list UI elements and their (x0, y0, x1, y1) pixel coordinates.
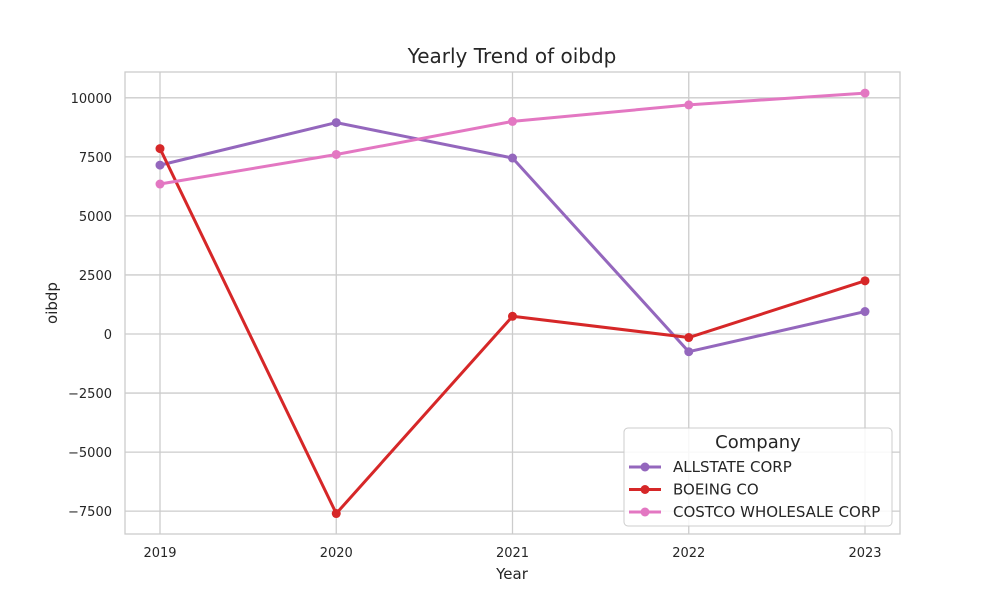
chart-title: Yearly Trend of oibdp (407, 44, 617, 68)
data-point (860, 307, 870, 317)
legend-item: BOEING CO (629, 481, 759, 499)
y-tick-label: −7500 (68, 505, 112, 520)
x-tick-label: 2019 (143, 546, 176, 561)
data-point (331, 118, 341, 128)
legend: Company ALLSTATE CORP BOEING CO COSTCO WHO… (623, 427, 893, 527)
y-tick-label: 0 (104, 328, 112, 343)
x-tick-label: 2020 (320, 546, 353, 561)
data-point (331, 509, 341, 519)
y-tick-label: 7500 (79, 151, 112, 166)
legend-items: ALLSTATE CORP BOEING CO COSTCO WHOLESALE C… (629, 458, 880, 521)
data-point (508, 116, 517, 126)
y-tick-label: −5000 (68, 446, 112, 461)
y-tick-label: 10000 (71, 92, 112, 107)
data-point (860, 88, 870, 98)
data-point (508, 153, 517, 163)
series-costco-wholesale-corp (155, 88, 870, 189)
y-axis-title: oibdp (43, 282, 61, 324)
y-tick-label: −2500 (68, 387, 112, 402)
plot-frame (124, 71, 901, 535)
legend-title: Company (715, 432, 801, 453)
legend-item: ALLSTATE CORP (629, 458, 792, 476)
legend-label: BOEING CO (673, 481, 759, 499)
data-point (508, 311, 517, 321)
series-boeing-co (155, 144, 870, 519)
series-layer (155, 88, 870, 519)
series-allstate-corp (155, 118, 870, 357)
data-point (860, 276, 870, 286)
legend-swatch-marker (640, 462, 650, 472)
legend-box (623, 427, 893, 527)
x-axis: 2019 2020 2021 2022 2023 (143, 546, 881, 561)
y-tick-label: 2500 (79, 269, 112, 284)
x-tick-label: 2021 (496, 546, 529, 561)
data-point (684, 333, 694, 343)
data-point (331, 149, 341, 159)
data-point (684, 100, 694, 110)
data-point (155, 144, 165, 154)
x-axis-title: Year (495, 565, 529, 583)
data-point (155, 160, 165, 170)
x-tick-label: 2023 (848, 546, 881, 561)
y-axis: −7500 −5000 −2500 0 2500 5000 7500 10000 (68, 92, 112, 520)
y-tick-label: 5000 (79, 210, 112, 225)
legend-label: ALLSTATE CORP (673, 458, 792, 476)
legend-swatch-marker (640, 485, 650, 494)
legend-item: COSTCO WHOLESALE CORP (629, 503, 880, 521)
grid (125, 72, 900, 534)
data-point (155, 179, 165, 189)
legend-label: COSTCO WHOLESALE CORP (673, 503, 880, 521)
legend-swatch-marker (640, 507, 650, 517)
data-point (684, 347, 694, 357)
x-tick-label: 2022 (672, 546, 705, 561)
